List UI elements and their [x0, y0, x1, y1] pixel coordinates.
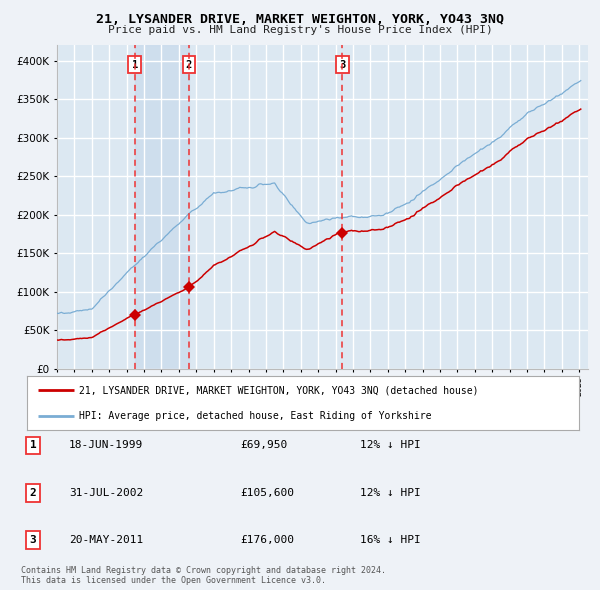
Text: 2: 2	[186, 60, 192, 70]
Text: Price paid vs. HM Land Registry's House Price Index (HPI): Price paid vs. HM Land Registry's House …	[107, 25, 493, 35]
Text: HPI: Average price, detached house, East Riding of Yorkshire: HPI: Average price, detached house, East…	[79, 411, 432, 421]
Text: 1: 1	[29, 441, 37, 450]
Text: Contains HM Land Registry data © Crown copyright and database right 2024.: Contains HM Land Registry data © Crown c…	[21, 566, 386, 575]
Text: This data is licensed under the Open Government Licence v3.0.: This data is licensed under the Open Gov…	[21, 576, 326, 585]
Text: 18-JUN-1999: 18-JUN-1999	[69, 441, 143, 450]
Text: 2: 2	[29, 488, 37, 497]
Text: 21, LYSANDER DRIVE, MARKET WEIGHTON, YORK, YO43 3NQ (detached house): 21, LYSANDER DRIVE, MARKET WEIGHTON, YOR…	[79, 385, 479, 395]
Text: £105,600: £105,600	[240, 488, 294, 497]
Text: 1: 1	[131, 60, 138, 70]
Bar	[134, 45, 189, 369]
Text: 3: 3	[29, 535, 37, 545]
Text: 3: 3	[339, 60, 345, 70]
Text: 21, LYSANDER DRIVE, MARKET WEIGHTON, YORK, YO43 3NQ: 21, LYSANDER DRIVE, MARKET WEIGHTON, YOR…	[96, 13, 504, 26]
Text: 12% ↓ HPI: 12% ↓ HPI	[360, 488, 421, 497]
Text: 16% ↓ HPI: 16% ↓ HPI	[360, 535, 421, 545]
Text: 20-MAY-2011: 20-MAY-2011	[69, 535, 143, 545]
Text: £176,000: £176,000	[240, 535, 294, 545]
Text: £69,950: £69,950	[240, 441, 287, 450]
Text: 31-JUL-2002: 31-JUL-2002	[69, 488, 143, 497]
Text: 12% ↓ HPI: 12% ↓ HPI	[360, 441, 421, 450]
